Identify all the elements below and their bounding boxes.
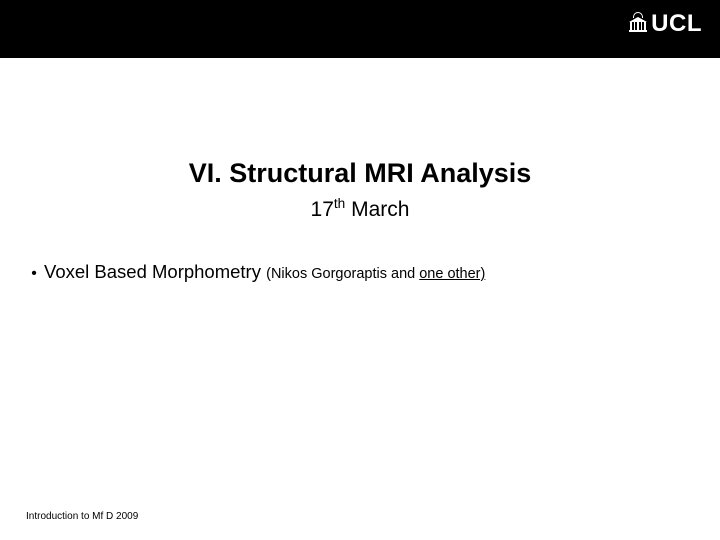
subtitle-month: March bbox=[351, 198, 409, 221]
footer-text: Introduction to Mf D 2009 bbox=[26, 511, 138, 522]
slide-title: VI. Structural MRI Analysis bbox=[0, 158, 720, 189]
portico-icon bbox=[629, 12, 647, 32]
ucl-logo-text: UCL bbox=[651, 12, 702, 36]
header-bar: UCL bbox=[0, 0, 720, 58]
slide-subtitle: 17th March bbox=[0, 196, 720, 222]
bullet-text: Voxel Based Morphometry (Nikos Gorgorapt… bbox=[44, 260, 485, 285]
slide: UCL VI. Structural MRI Analysis 17th Mar… bbox=[0, 0, 720, 540]
bullet-item: • Voxel Based Morphometry (Nikos Gorgora… bbox=[24, 260, 696, 285]
bullet-detail-prefix: (Nikos Gorgoraptis and bbox=[266, 266, 419, 282]
subtitle-day: 17 bbox=[311, 198, 334, 221]
ucl-logo: UCL bbox=[629, 12, 702, 36]
subtitle-ordinal: th bbox=[334, 196, 345, 211]
bullet-main: Voxel Based Morphometry bbox=[44, 261, 266, 282]
bullet-marker: • bbox=[24, 263, 44, 285]
bullet-detail-underlined: one other) bbox=[419, 266, 485, 282]
